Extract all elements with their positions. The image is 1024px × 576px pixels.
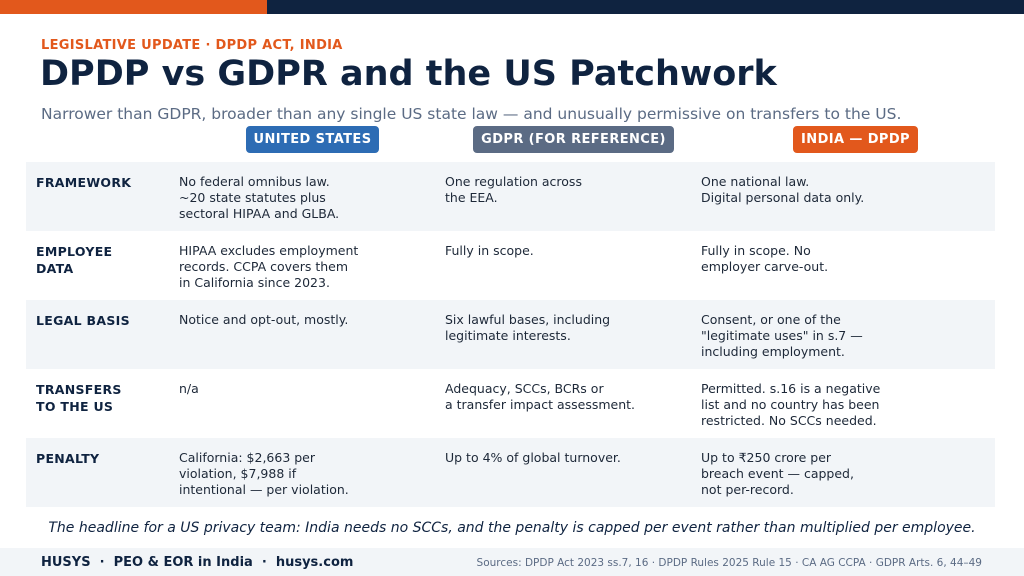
cell-gdpr: One regulation across the EEA. [445,174,582,205]
cell-us: Notice and opt-out, mostly. [179,312,349,327]
row-label: LEGAL BASIS [36,313,130,328]
top-bar-accent [0,0,267,14]
table-row-framework: FRAMEWORK No federal omnibus law. ~20 st… [26,162,995,231]
column-header-india: INDIA — DPDP [793,126,918,153]
column-header-us: UNITED STATES [246,126,379,153]
footer-bar: HUSYS · PEO & EOR in India · husys.com S… [0,548,1024,576]
footer-sources: Sources: DPDP Act 2023 ss.7, 16 · DPDP R… [476,557,982,569]
headline-takeaway: The headline for a US privacy team: Indi… [48,520,976,536]
footer-brand: HUSYS · PEO & EOR in India · husys.com [41,555,354,570]
cell-india: Consent, or one of the "legitimate uses"… [701,312,863,359]
cell-us: No federal omnibus law. ~20 state statut… [179,174,340,221]
cell-india: Up to ₹250 crore per breach event — capp… [701,450,854,497]
table-row-penalty: PENALTY California: $2,663 per violation… [26,438,995,507]
cell-gdpr: Fully in scope. [445,243,534,258]
column-header-gdpr: GDPR (FOR REFERENCE) [473,126,674,153]
row-label: PENALTY [36,451,100,466]
cell-gdpr: Adequacy, SCCs, BCRs or a transfer impac… [445,381,636,412]
row-label: TRANSFERS TO THE US [36,382,122,414]
comparison-table: FRAMEWORK No federal omnibus law. ~20 st… [26,162,995,507]
page-subtitle: Narrower than GDPR, broader than any sin… [41,105,902,123]
cell-gdpr: Up to 4% of global turnover. [445,450,621,465]
cell-india: Permitted. s.16 is a negative list and n… [701,381,881,428]
page-title: DPDP vs GDPR and the US Patchwork [40,54,777,94]
table-row-transfers: TRANSFERS TO THE US n/a Adequacy, SCCs, … [26,369,995,438]
cell-us: n/a [179,381,199,396]
cell-us: HIPAA excludes employment records. CCPA … [179,243,359,290]
row-label: FRAMEWORK [36,175,132,190]
top-bar [0,0,1024,14]
cell-india: One national law. Digital personal data … [701,174,865,205]
eyebrow-label: LEGISLATIVE UPDATE · DPDP ACT, INDIA [41,38,343,53]
cell-us: California: $2,663 per violation, $7,988… [179,450,349,497]
table-row-employee-data: EMPLOYEE DATA HIPAA excludes employment … [26,231,995,300]
cell-gdpr: Six lawful bases, including legitimate i… [445,312,611,343]
cell-india: Fully in scope. No employer carve-out. [701,243,829,274]
row-label: EMPLOYEE DATA [36,244,113,276]
table-row-legal-basis: LEGAL BASIS Notice and opt-out, mostly. … [26,300,995,369]
